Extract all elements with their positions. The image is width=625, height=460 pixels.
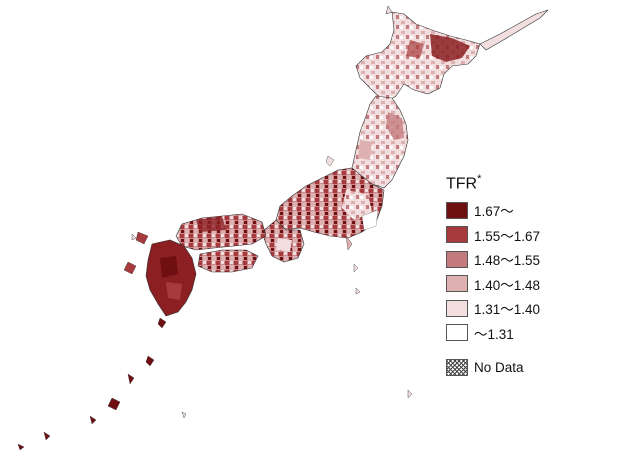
- legend-label: 1.67～: [474, 204, 514, 220]
- no-data-label: No Data: [474, 359, 524, 375]
- legend-class-5: ～1.31: [446, 321, 616, 346]
- legend-label: 1.55～1.67: [474, 228, 541, 244]
- legend-class-4: 1.31～1.40: [446, 296, 616, 321]
- legend-label: ～1.31: [474, 326, 514, 342]
- southern-islands: [17, 317, 167, 451]
- legend-swatch: [446, 324, 468, 342]
- legend-swatch: [446, 275, 468, 293]
- legend-title: TFR*: [446, 173, 482, 193]
- map-legend: TFR* 1.67～ 1.55～1.67 1.48～1.55 1.40～1.48 1.3…: [446, 168, 616, 380]
- legend-classes: 1.67～ 1.55～1.67 1.48～1.55 1.40～1.48 1.31～1.4…: [446, 198, 616, 345]
- legend-label: 1.48～1.55: [474, 253, 541, 269]
- legend-label: 1.31～1.40: [474, 302, 541, 318]
- no-data-swatch: [446, 358, 468, 376]
- kinki-region: [261, 219, 305, 263]
- chugoku-region: [175, 213, 267, 251]
- legend-swatch: [446, 299, 468, 317]
- kyushu-region: [123, 231, 197, 317]
- legend-label: 1.40～1.48: [474, 277, 541, 293]
- minor-islands: [131, 155, 413, 419]
- legend-class-1: 1.55～1.67: [446, 223, 616, 248]
- honshu-central-region: [275, 167, 385, 251]
- legend-swatch: [446, 201, 468, 219]
- hokkaido-region: [355, 5, 549, 103]
- legend-swatch: [446, 250, 468, 268]
- legend-class-2: 1.48～1.55: [446, 247, 616, 272]
- tohoku-region: [351, 95, 409, 189]
- legend-class-3: 1.40～1.48: [446, 272, 616, 297]
- legend-class-0: 1.67～: [446, 198, 616, 223]
- legend-swatch: [446, 226, 468, 244]
- shikoku-region: [197, 249, 259, 273]
- legend-no-data: No Data: [446, 355, 616, 380]
